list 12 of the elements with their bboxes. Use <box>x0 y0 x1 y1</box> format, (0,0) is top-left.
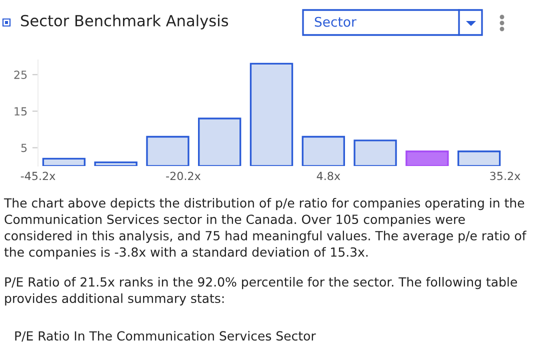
text: P/E Ratio of 21.5x ranks in the 92.0% percentile for the sector. The following table provides additional summary stats: <box>5 277 517 306</box>
text: The chart above depicts the distribution of p/e ratio for companies operating in the Communication Services sector in the Canada. Over 105 companies were considered in this analysis, and 75 had meaningful values. The average p/e ratio of the companies is -3.8x with a standard deviation of 15.3x. <box>4 198 526 260</box>
y-tick-label: 25 <box>14 70 27 79</box>
text: Sector <box>314 16 356 27</box>
x-tick-label: -45.2x <box>20 172 56 180</box>
text: P/E Ratio In The Communication Services Sector <box>15 330 316 342</box>
y-tick-label: 15 <box>14 107 27 116</box>
x-tick-label: -20.2x <box>166 172 201 180</box>
y-tick-label: 5 <box>21 144 27 152</box>
x-tick-label: 4.8x <box>316 172 340 180</box>
x-tick-label: 35.2x <box>490 172 520 180</box>
chart-title: Sector Benchmark Analysis <box>21 14 228 30</box>
